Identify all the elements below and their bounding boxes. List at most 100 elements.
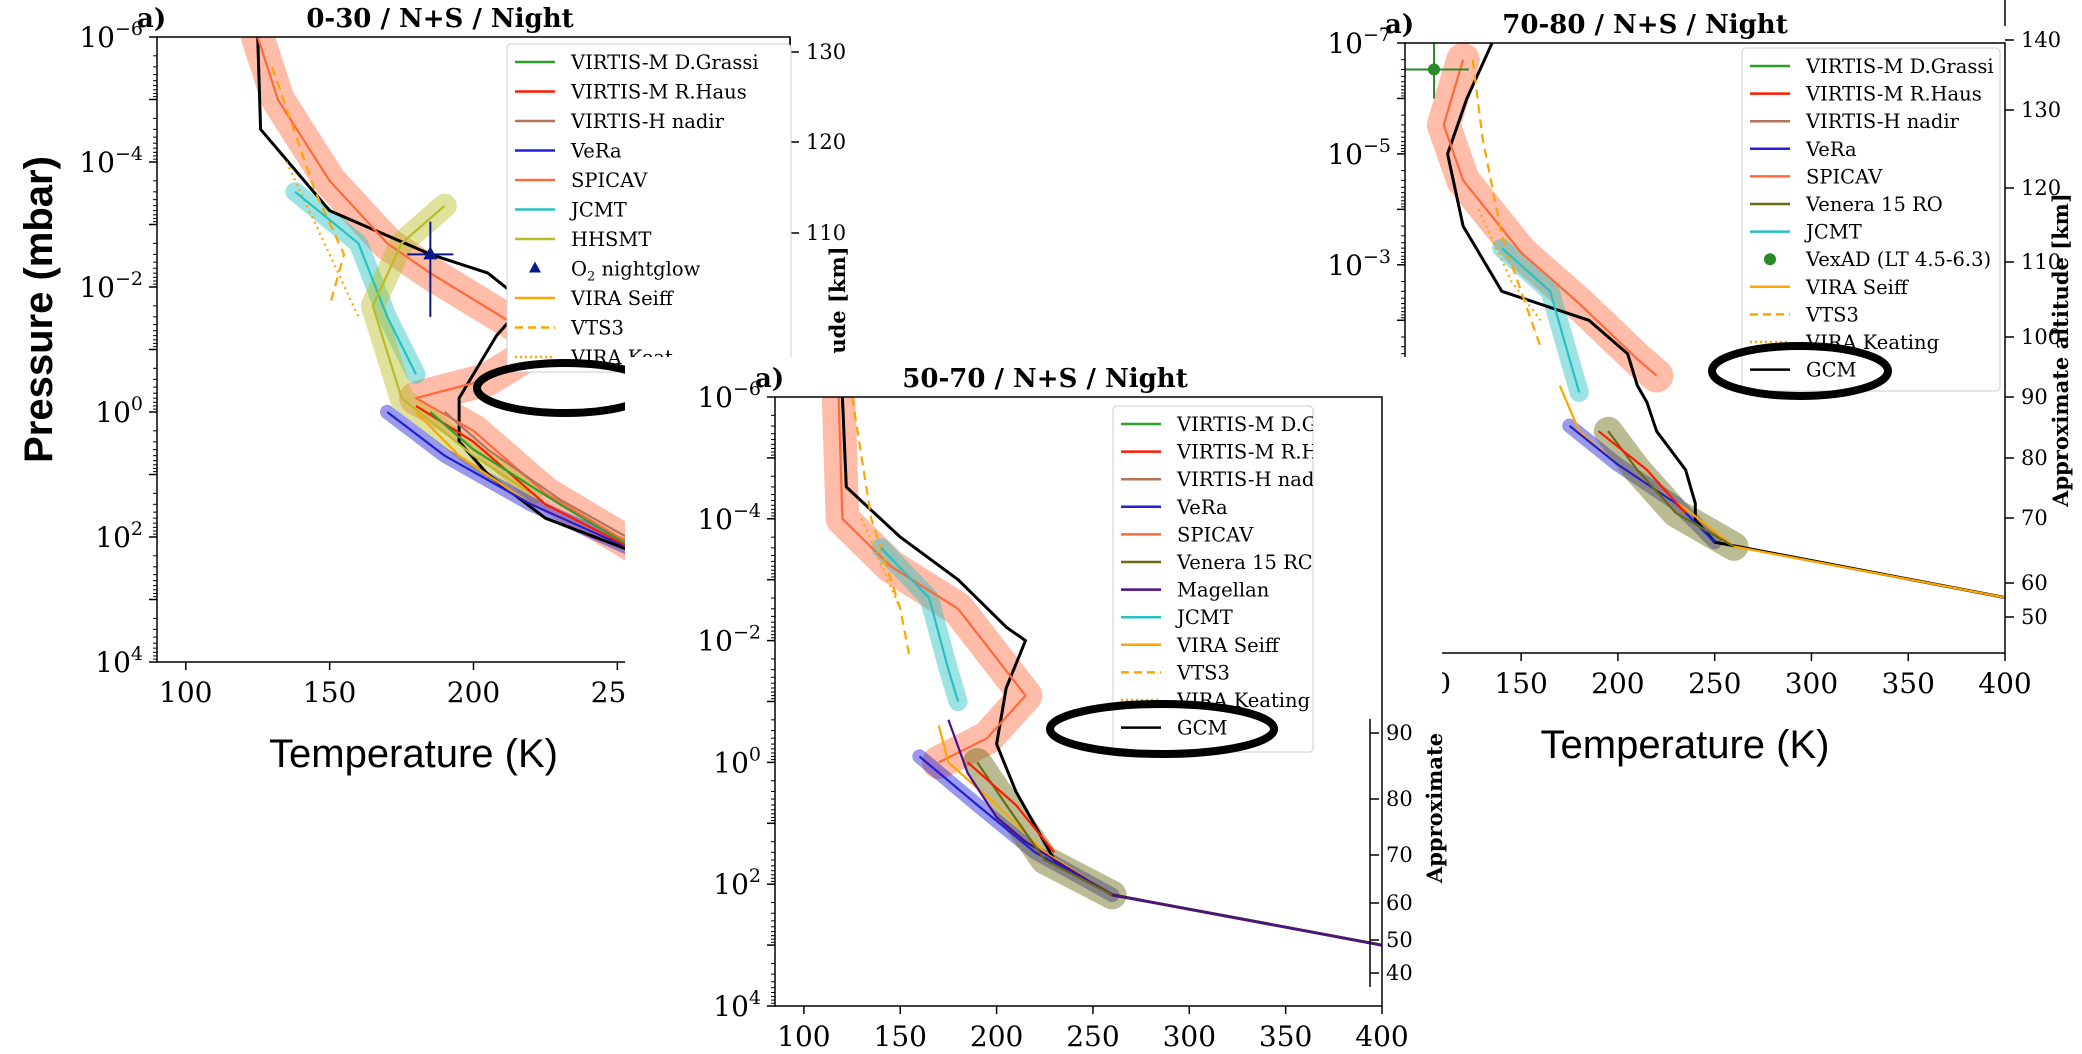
panel-letter: a)	[1385, 10, 1414, 40]
legend-label: VeRa	[570, 140, 622, 163]
legend-label: SPICAV	[1806, 165, 1883, 188]
series-jcmt	[1501, 247, 1581, 393]
alt-axis-label: Approximate	[1422, 733, 1447, 884]
x-tick-label: 150	[303, 676, 356, 709]
legend-item-vera: VeRa	[1750, 138, 1857, 161]
series-vts3	[271, 66, 346, 307]
series-virtis-m-r-haus	[966, 761, 1056, 854]
legend-item-venera-15-ro: Venera 15 RC	[1121, 551, 1313, 574]
legend-item-vira-seiff: VIRA Seiff	[515, 287, 675, 310]
y-tick-label: 100	[713, 743, 761, 779]
legend-item-virtis-m-r-haus: VIRTIS-M R.Haus	[515, 81, 747, 104]
legend-label: O2 nightglow	[571, 258, 701, 285]
legend-label: VIRTIS-M D.Grassi	[1805, 55, 1994, 78]
legend-label: Venera 15 RO	[1805, 193, 1943, 216]
legend-item-virtis-m-d-grassi: VIRTIS-M D.Grassi	[1750, 55, 1994, 78]
alt-tick-label: 120	[2021, 176, 2061, 200]
series-vera	[1568, 424, 1716, 543]
series-spicav	[1442, 59, 1658, 377]
legend-item-virtis-m-d-grassi: VIRTIS-M D.G	[1121, 413, 1317, 436]
legend-entries: VIRTIS-M D.Grassi VIRTIS-M R.Haus VIRTIS-H…	[1750, 55, 1994, 382]
alt-tick-label: 50	[1386, 928, 1413, 952]
alt-tick-label: 80	[2021, 446, 2048, 470]
legend-item-virtis-m-d-grassi: VIRTIS-M D.Grassi	[515, 51, 759, 74]
alt-tick-label: 40	[1386, 961, 1413, 985]
legend-item-spicav: SPICAV	[1750, 165, 1883, 188]
x-tick-label: 350	[1259, 1020, 1312, 1050]
alt-axis-label: ude [km]	[825, 246, 850, 353]
legend-label: GCM	[1177, 717, 1227, 740]
alt-tick-label: 80	[1386, 787, 1413, 811]
x-tick-label: 300	[1785, 667, 1838, 700]
plot-area	[821, 397, 1382, 947]
y-tick-label: 10−7	[1327, 24, 1391, 60]
y-tick-label: 100	[95, 393, 143, 429]
legend-label: VIRA Seiff	[1805, 276, 1910, 299]
legend-label: SPICAV	[1177, 523, 1254, 546]
legend-label: VexAD (LT 4.5-6.3)	[1805, 248, 1991, 271]
x-axis-label: Temperature (K)	[1541, 723, 1830, 767]
legend-item-vts3: VTS3	[1750, 303, 1859, 326]
series-jcmt	[294, 190, 417, 375]
series-virtis-h-nadir	[443, 411, 647, 549]
legend-entries: VIRTIS-M D.G VIRTIS-M R.H VIRTIS-H nad VeRa…	[1121, 413, 1317, 740]
legend-label: VIRTIS-H nadir	[570, 110, 725, 133]
legend-item-gcm: GCM	[1121, 717, 1227, 740]
marker-dot	[1428, 63, 1441, 76]
series-virtis-m-r-haus	[1597, 430, 1687, 514]
legend-item-vera: VeRa	[1121, 496, 1228, 519]
axes-frame	[1404, 42, 2006, 654]
y-tick-label: 10−2	[697, 622, 761, 658]
series-vira-keating	[860, 518, 902, 610]
legend-label: VIRA Seiff	[570, 287, 675, 310]
legend-item-gcm: GCM	[1750, 359, 1856, 382]
x-tick-label: 350	[1881, 667, 1934, 700]
alt-tick-label: 70	[1386, 843, 1413, 867]
legend-label: JCMT	[1804, 221, 1862, 244]
legend-item-virtis-m-r-haus: VIRTIS-M R.H	[1121, 441, 1313, 464]
legend-label: GCM	[1806, 359, 1856, 382]
x-tick-label: 400	[1355, 1020, 1408, 1050]
legend-label: VIRA Seiff	[1176, 634, 1281, 657]
legend: VIRTIS-M D.Grassi VIRTIS-M R.Haus VIRTIS-H…	[506, 43, 792, 373]
x-tick-label: 400	[1978, 667, 2031, 700]
panel-50-70-n-s-night: 10−6 10−4 10−2 100 102 104 100 150 200 250 300 350 4…	[625, 357, 1447, 1054]
alt-tick-label: 120	[806, 130, 846, 154]
x-tick-label: 100	[159, 676, 212, 709]
y-tick-label: 10−4	[697, 500, 761, 536]
alt-tick-label: 60	[2021, 571, 2048, 595]
legend-item-hhsmt: HHSMT	[515, 228, 651, 251]
y-tick-label: 10−4	[79, 143, 143, 179]
series-vera	[918, 755, 1113, 896]
legend-item-o2-nightglow: O2 nightglow	[529, 258, 701, 285]
series-spicav	[837, 397, 1027, 764]
y-tick-label: 104	[713, 987, 761, 1023]
y-tick-label: 104	[95, 643, 143, 679]
x-tick-label: 150	[1494, 667, 1547, 700]
y-tick-label: 102	[713, 865, 761, 901]
alt-tick-label: 110	[2021, 250, 2061, 274]
alt-tick-label: 130	[806, 40, 846, 64]
legend-item-spicav: SPICAV	[515, 169, 648, 192]
legend-item-jcmt: JCMT	[515, 199, 627, 222]
x-tick-label: 100	[777, 1020, 830, 1050]
legend-label: VTS3	[570, 317, 624, 340]
series-vts3	[1471, 59, 1542, 348]
legend-item-vexad-lt-4-5-6-3: VexAD (LT 4.5-6.3)	[1764, 248, 1991, 271]
x-tick-label: 200	[1591, 667, 1644, 700]
alt-axis-label: Approximate altitude [km]	[2048, 193, 2073, 508]
legend-label: VIRTIS-M D.G	[1176, 413, 1317, 436]
x-tick-label: 300	[1163, 1020, 1216, 1050]
panel-letter: a)	[755, 364, 784, 394]
gcm-highlight-ellipse	[1046, 700, 1278, 758]
legend-item-vira-seiff: VIRA Seiff	[1121, 634, 1281, 657]
y-tick-label: 10−5	[1327, 135, 1391, 171]
legend-item-vira-seiff: VIRA Seiff	[1750, 276, 1910, 299]
altitude-axis: 140 130 120 110 100 90 80 70 60 50 Approximate alt…	[2004, 0, 2073, 629]
legend-label: Magellan	[1177, 579, 1270, 602]
legend-marker	[529, 261, 541, 273]
legend-label: JCMT	[569, 199, 627, 222]
y-axis-label: Pressure (mbar)	[17, 156, 61, 463]
legend-box	[1741, 47, 2001, 392]
